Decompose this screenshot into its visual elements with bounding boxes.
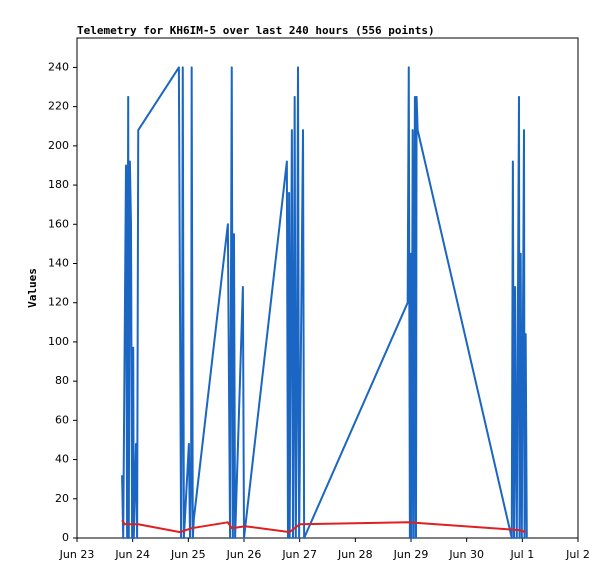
- y-tick-label: 20: [55, 492, 69, 505]
- x-tick-label: Jun 28: [337, 548, 373, 561]
- y-tick-label: 160: [48, 217, 69, 230]
- x-tick-label: Jun 25: [170, 548, 206, 561]
- x-tick-label: Jun 27: [281, 548, 317, 561]
- series-line: [121, 66, 528, 539]
- x-tick-label: Jun 23: [59, 548, 95, 561]
- y-tick-label: 60: [55, 413, 69, 426]
- series-line: [121, 519, 526, 534]
- x-tick-label: Jun 29: [393, 548, 429, 561]
- x-tick-label: Jul 2: [565, 548, 590, 561]
- y-tick-label: 200: [48, 139, 69, 152]
- y-tick-label: 100: [48, 335, 69, 348]
- x-tick-label: Jun 24: [114, 548, 150, 561]
- y-tick-label: 180: [48, 178, 69, 191]
- y-axis-label: Values: [26, 268, 39, 308]
- y-tick-label: 220: [48, 100, 69, 113]
- y-tick-label: 140: [48, 256, 69, 269]
- x-tick-label: Jul 1: [509, 548, 534, 561]
- x-tick-label: Jun 26: [226, 548, 262, 561]
- y-tick-label: 240: [48, 60, 69, 73]
- x-tick-label: Jun 30: [448, 548, 484, 561]
- y-tick-label: 120: [48, 296, 69, 309]
- y-tick-label: 0: [62, 531, 69, 544]
- chart-title: Telemetry for KH6IM-5 over last 240 hour…: [77, 24, 435, 37]
- y-tick-label: 40: [55, 453, 69, 466]
- plot-frame: [76, 37, 579, 539]
- y-tick-label: 80: [55, 374, 69, 387]
